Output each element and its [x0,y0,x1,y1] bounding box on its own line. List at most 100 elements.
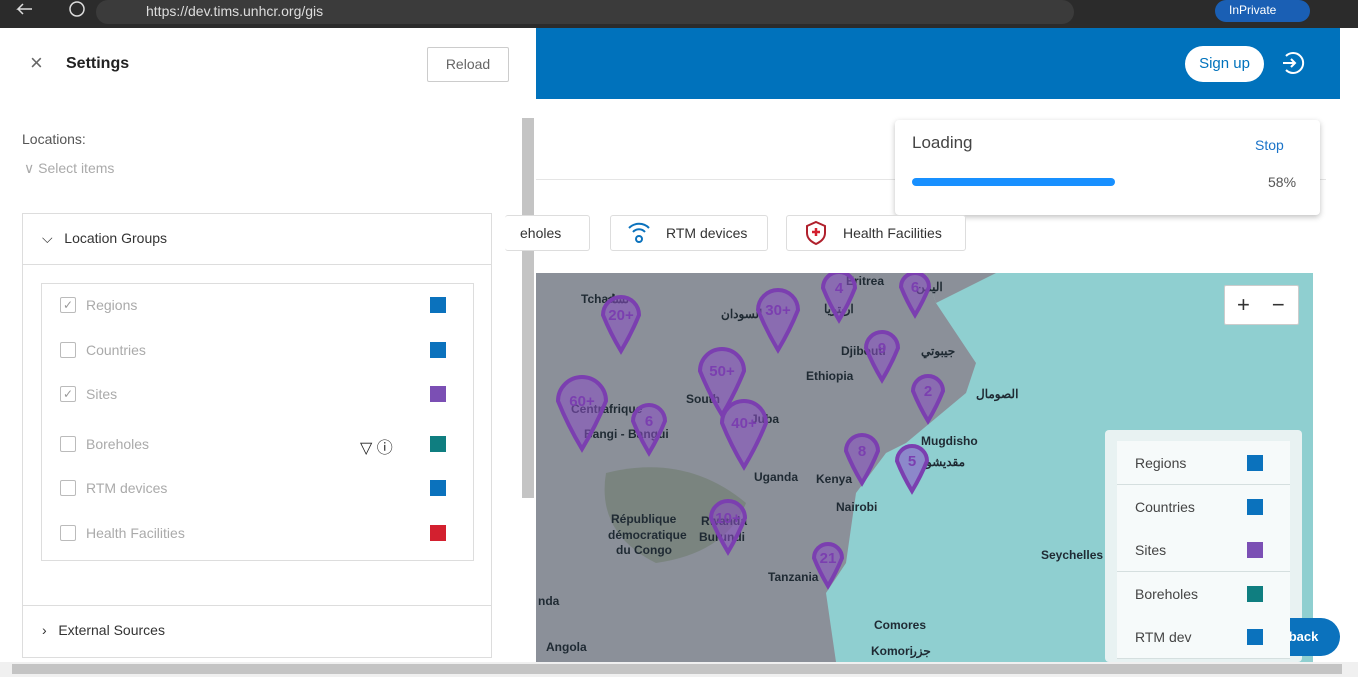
group-header[interactable]: ⌵ Location Groups [42,230,168,246]
marker [894,444,930,495]
forest [604,467,746,563]
land [536,273,976,662]
profile: InPrivate [1229,3,1277,17]
group-title: Location Groups [64,230,168,246]
settings-panel: × Settings Reload Locations: ∨ Select it… [0,28,536,662]
browser-bar: https://dev.tims.unhcr.org/gis InPrivate [0,0,1358,28]
group-item: Boreholes [86,435,150,452]
select[interactable]: ∨ Select items [24,160,115,176]
checkbox[interactable] [60,435,76,452]
marker-label: 40+ [731,415,757,432]
group-item: RTM devices [86,480,168,496]
legend-item: Countries [1117,484,1290,529]
marker [555,375,609,453]
close[interactable]: × [30,50,43,75]
map-label: جيبوتي [921,344,955,359]
divider [22,605,492,606]
nav-icons [16,1,85,17]
checkbox[interactable]: ✓ [60,297,76,313]
external-header[interactable]: › External Sources [42,622,165,638]
map-label: République [611,512,677,526]
legend-item: Sites [1117,528,1290,572]
health-icon [806,220,826,246]
marker [811,542,845,590]
panel-title: Settings [66,55,130,72]
swatch [430,297,446,313]
map-label: du Congo [616,543,672,557]
loading-card: Loading Stop 58% [895,120,1320,215]
group-item: Sites [86,386,118,402]
rtm-icon [628,222,650,243]
marker-label: 4 [835,280,844,297]
legend-item: Regions [1117,441,1290,485]
marker-label: 9 [878,340,886,357]
login-icon[interactable] [1280,50,1306,76]
tab[interactable]: eholes [505,215,590,251]
progress-bar [912,178,1115,186]
checkbox[interactable] [60,524,76,541]
map-label: السودان [721,307,762,322]
map-label: جزر [910,644,931,659]
map-label: Nairobi [836,500,877,514]
scrollbar[interactable] [522,118,534,498]
progress-track [912,178,1262,186]
marker [910,374,946,425]
marker [697,347,747,419]
marker-label: 21 [820,550,837,567]
marker [600,295,642,355]
marker [863,330,901,384]
legend-swatch [1247,629,1263,645]
marker-label: 6 [911,279,919,296]
loading-title: Loading [912,133,973,152]
swatch [430,341,446,358]
accordion [22,213,492,658]
marker [843,433,881,487]
map-label: Uganda [754,470,798,484]
reload-button[interactable]: Reload [427,47,509,82]
map-label: Comores [874,618,926,632]
marker-label: 5 [908,453,916,470]
map-label: Kenya [816,472,852,486]
map-label: Seychelles [1041,548,1103,562]
map-label: Komori [871,644,913,658]
tab-label: RTM devices [666,225,748,241]
percent: 58% [1268,174,1297,190]
map-label: مقديشو [925,455,965,470]
map-label: démocratique [608,528,687,542]
legend-swatch [1247,455,1263,471]
legend-swatch [1247,542,1263,558]
stop[interactable]: Stop [1255,137,1284,153]
swatch [430,386,446,402]
marker-label: 30+ [765,302,791,319]
map-label: Tanzania [768,570,819,584]
marker-label: 20+ [608,307,634,324]
zoom-control[interactable]: + − [1224,285,1299,325]
marker-label: 60+ [569,393,595,410]
marker [898,273,932,319]
checkbox[interactable] [60,480,76,496]
land [926,273,996,303]
inprivate[interactable]: InPrivate [1215,0,1310,22]
swatch [430,524,446,541]
map-label: Mugdisho [921,434,978,448]
checkbox[interactable]: ✓ [60,386,76,402]
map-label: Ethiopia [806,369,854,383]
borehole-icons: ▽ ⓘ [360,440,393,457]
tab[interactable]: RTM devices [610,215,768,251]
marker [719,399,769,471]
placeholder: Select items [38,160,115,176]
h-thumb[interactable] [12,664,1342,674]
sign-up[interactable]: Sign up [1185,46,1264,82]
checkbox[interactable] [60,341,76,358]
h-scroll [0,662,1358,677]
tab-label: Health Facilities [843,225,942,241]
url-bar[interactable]: https://dev.tims.unhcr.org/gis [96,0,1074,24]
group-item: Countries [86,341,146,358]
marker [630,403,668,457]
legend-item: RTM dev [1117,615,1290,659]
marker [708,499,748,556]
legend-swatch [1247,585,1263,602]
divider [22,264,492,265]
map-label: الصومال [976,387,1018,402]
